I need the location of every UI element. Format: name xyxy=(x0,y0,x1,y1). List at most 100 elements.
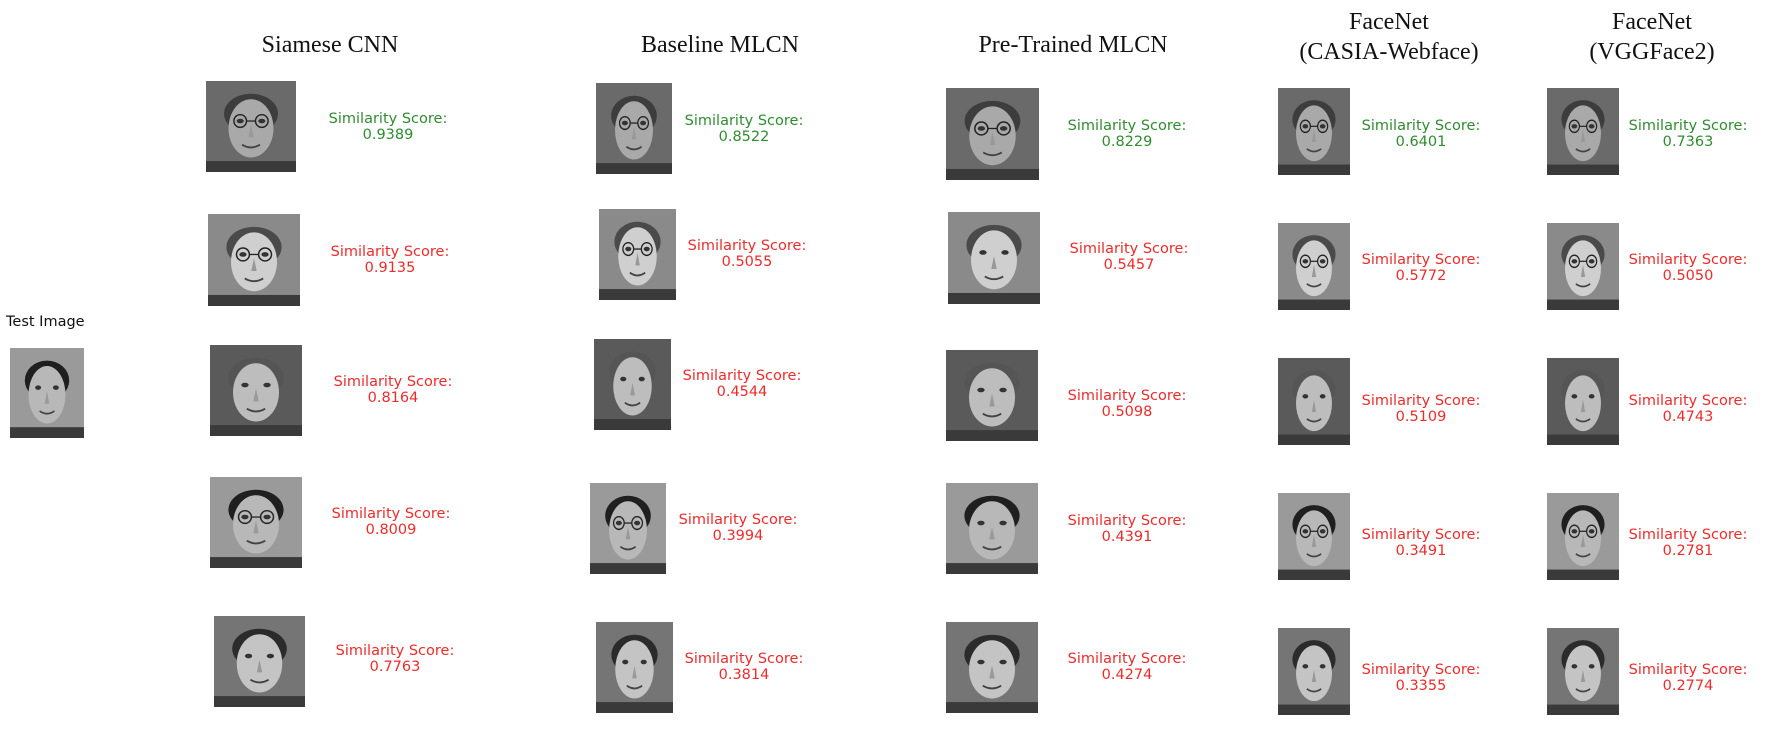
retrieved-face-image xyxy=(1278,223,1350,310)
similarity-score-value: 0.8229 xyxy=(1101,134,1153,150)
retrieved-face-image xyxy=(1547,493,1619,580)
similarity-score-value: 0.7363 xyxy=(1662,134,1714,150)
similarity-score-label: Similarity Score: xyxy=(1628,662,1748,678)
retrieved-face-image xyxy=(946,483,1038,574)
similarity-score-value: 0.5098 xyxy=(1101,404,1153,420)
similarity-score: Similarity Score: 0.4391 xyxy=(1068,513,1187,545)
retrieved-face-image xyxy=(1278,628,1350,715)
similarity-score-value: 0.5772 xyxy=(1395,268,1447,284)
column-title-line: Pre-Trained MLCN xyxy=(978,32,1168,58)
column-title: Siamese CNN xyxy=(262,30,399,60)
retrieved-face-image xyxy=(599,209,676,300)
similarity-score-value: 0.4391 xyxy=(1101,529,1153,545)
test-image-label: Test Image xyxy=(6,314,85,330)
similarity-score: Similarity Score: 0.5050 xyxy=(1629,252,1748,284)
similarity-score-value: 0.4743 xyxy=(1662,409,1714,425)
retrieved-face-image xyxy=(214,616,305,707)
similarity-score-label: Similarity Score: xyxy=(684,113,804,129)
similarity-score-label: Similarity Score: xyxy=(1069,241,1189,257)
column-title-line: (VGGFace2) xyxy=(1589,39,1715,65)
similarity-score: Similarity Score: 0.5055 xyxy=(688,238,807,270)
retrieved-face-image xyxy=(1547,223,1619,310)
test-face-image xyxy=(10,348,84,438)
similarity-score-value: 0.7763 xyxy=(369,659,421,675)
similarity-score-value: 0.3814 xyxy=(718,667,770,683)
similarity-score-label: Similarity Score: xyxy=(1361,118,1481,134)
similarity-score: Similarity Score: 0.5109 xyxy=(1362,393,1481,425)
similarity-score-label: Similarity Score: xyxy=(1067,388,1187,404)
similarity-score: Similarity Score: 0.9389 xyxy=(329,111,448,143)
similarity-score-label: Similarity Score: xyxy=(1628,527,1748,543)
column-title-line: Siamese CNN xyxy=(261,32,399,58)
retrieved-face-image xyxy=(946,350,1038,441)
similarity-score: Similarity Score: 0.3814 xyxy=(685,651,804,683)
column-title-line: FaceNet xyxy=(1612,9,1692,35)
retrieved-face-image xyxy=(1278,358,1350,445)
retrieved-face-image xyxy=(1547,88,1619,175)
similarity-score-label: Similarity Score: xyxy=(678,512,798,528)
retrieved-face-image xyxy=(1547,628,1619,715)
similarity-score-label: Similarity Score: xyxy=(1628,118,1748,134)
column-title-line: Baseline MLCN xyxy=(641,32,799,58)
similarity-score-label: Similarity Score: xyxy=(1361,393,1481,409)
similarity-score-value: 0.2781 xyxy=(1662,543,1714,559)
similarity-score: Similarity Score: 0.8009 xyxy=(332,506,451,538)
similarity-score-label: Similarity Score: xyxy=(331,506,451,522)
similarity-score: Similarity Score: 0.2774 xyxy=(1629,662,1748,694)
similarity-score: Similarity Score: 0.4274 xyxy=(1068,651,1187,683)
similarity-score-label: Similarity Score: xyxy=(335,643,455,659)
similarity-score: Similarity Score: 0.4544 xyxy=(683,368,802,400)
retrieved-face-image xyxy=(596,622,673,713)
similarity-score-value: 0.8522 xyxy=(718,129,770,145)
similarity-score: Similarity Score: 0.5772 xyxy=(1362,252,1481,284)
similarity-score-label: Similarity Score: xyxy=(1067,118,1187,134)
similarity-score: Similarity Score: 0.9135 xyxy=(331,244,450,276)
retrieved-face-image xyxy=(210,477,302,568)
similarity-score-value: 0.8164 xyxy=(367,390,419,406)
column-title-line: FaceNet xyxy=(1349,9,1429,35)
retrieved-face-image xyxy=(594,339,671,430)
similarity-score-value: 0.9135 xyxy=(364,260,416,276)
similarity-score-value: 0.5055 xyxy=(721,254,773,270)
similarity-score-label: Similarity Score: xyxy=(1361,252,1481,268)
similarity-score-label: Similarity Score: xyxy=(333,374,453,390)
similarity-score-value: 0.2774 xyxy=(1662,678,1714,694)
similarity-score-value: 0.9389 xyxy=(362,127,414,143)
similarity-score: Similarity Score: 0.5098 xyxy=(1068,388,1187,420)
similarity-score: Similarity Score: 0.6401 xyxy=(1362,118,1481,150)
similarity-score-value: 0.5109 xyxy=(1395,409,1447,425)
similarity-score-label: Similarity Score: xyxy=(1361,527,1481,543)
similarity-score-label: Similarity Score: xyxy=(1628,393,1748,409)
similarity-score-value: 0.5050 xyxy=(1662,268,1714,284)
similarity-score: Similarity Score: 0.7763 xyxy=(336,643,455,675)
column-title: FaceNet (CASIA-Webface) xyxy=(1299,7,1478,67)
retrieved-face-image xyxy=(948,212,1040,304)
retrieved-face-image xyxy=(1278,88,1350,175)
similarity-score: Similarity Score: 0.8164 xyxy=(334,374,453,406)
similarity-score-value: 0.3491 xyxy=(1395,543,1447,559)
retrieved-face-image xyxy=(210,345,302,436)
similarity-score-label: Similarity Score: xyxy=(1067,651,1187,667)
similarity-score-value: 0.4274 xyxy=(1101,667,1153,683)
similarity-score-label: Similarity Score: xyxy=(687,238,807,254)
retrieved-face-image xyxy=(946,622,1038,713)
similarity-score: Similarity Score: 0.2781 xyxy=(1629,527,1748,559)
retrieved-face-image xyxy=(596,83,672,174)
similarity-score-value: 0.4544 xyxy=(716,384,768,400)
similarity-score: Similarity Score: 0.4743 xyxy=(1629,393,1748,425)
similarity-score-label: Similarity Score: xyxy=(682,368,802,384)
similarity-score-label: Similarity Score: xyxy=(1361,662,1481,678)
retrieved-face-image xyxy=(206,81,296,172)
similarity-score-label: Similarity Score: xyxy=(684,651,804,667)
similarity-score: Similarity Score: 0.7363 xyxy=(1629,118,1748,150)
similarity-score: Similarity Score: 0.3491 xyxy=(1362,527,1481,559)
similarity-score-value: 0.5457 xyxy=(1103,257,1155,273)
retrieved-face-image xyxy=(1547,358,1619,445)
retrieved-face-image xyxy=(208,214,300,306)
similarity-score-value: 0.3355 xyxy=(1395,678,1447,694)
similarity-score: Similarity Score: 0.8229 xyxy=(1068,118,1187,150)
retrieved-face-image xyxy=(590,483,666,574)
column-title: Pre-Trained MLCN xyxy=(978,30,1167,60)
similarity-score: Similarity Score: 0.8522 xyxy=(685,113,804,145)
similarity-score-value: 0.6401 xyxy=(1395,134,1447,150)
